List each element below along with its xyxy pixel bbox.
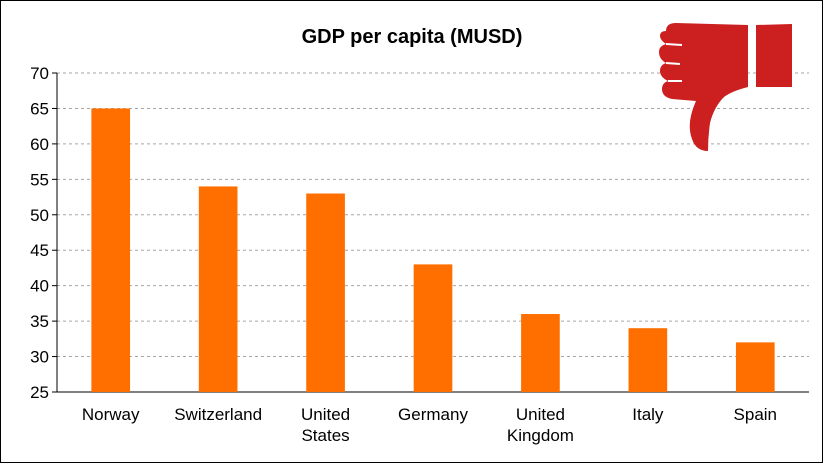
y-tick-label: 65 bbox=[30, 99, 49, 118]
bar bbox=[628, 328, 668, 392]
x-tick-label-line: United bbox=[516, 405, 565, 424]
tick-labels: 25 30 35 40 45 50 55 60 65 70 Norway Switzerland Uni… bbox=[30, 64, 777, 445]
x-tick-label: Germany bbox=[398, 405, 468, 424]
bar bbox=[521, 314, 560, 392]
x-tick-label-line: Spain bbox=[734, 405, 777, 424]
x-tick-label: Norway bbox=[82, 405, 140, 424]
x-tick-label-line: Italy bbox=[632, 405, 664, 424]
x-tick-label: United Kingdom bbox=[507, 405, 574, 445]
x-tick-label-line: Norway bbox=[82, 405, 140, 424]
x-tick-label-line: States bbox=[301, 426, 349, 445]
y-tick-label: 45 bbox=[30, 241, 49, 260]
x-tick-label: United States bbox=[301, 405, 350, 445]
y-tick-label: 50 bbox=[30, 206, 49, 225]
y-tick-label: 25 bbox=[30, 383, 49, 402]
bar bbox=[91, 108, 131, 392]
x-tick-label: Switzerland bbox=[174, 405, 262, 424]
y-tick-label: 60 bbox=[30, 135, 49, 154]
thumbs-down-icon bbox=[659, 23, 792, 151]
y-tick-label: 35 bbox=[30, 312, 49, 331]
x-tick-label-line: United bbox=[301, 405, 350, 424]
x-tick-label: Italy bbox=[632, 405, 664, 424]
thumb-shape bbox=[659, 23, 748, 151]
y-tick-label: 40 bbox=[30, 277, 49, 296]
x-tick-label-line: Germany bbox=[398, 405, 468, 424]
chart-title: GDP per capita (MUSD) bbox=[302, 26, 523, 48]
y-tick-label: 55 bbox=[30, 170, 49, 189]
y-tick-label: 30 bbox=[30, 348, 49, 367]
thumb-finger-lines bbox=[665, 43, 683, 82]
bars bbox=[91, 108, 775, 392]
bar bbox=[198, 186, 238, 392]
x-tick-label-line: Switzerland bbox=[174, 405, 262, 424]
x-tick-label-line: Kingdom bbox=[507, 426, 574, 445]
thumb-cuff bbox=[756, 24, 792, 87]
y-tick-label: 70 bbox=[30, 64, 49, 83]
x-tick-label: Spain bbox=[734, 405, 777, 424]
bar bbox=[413, 264, 453, 392]
bar bbox=[306, 193, 345, 392]
bar bbox=[735, 342, 775, 392]
